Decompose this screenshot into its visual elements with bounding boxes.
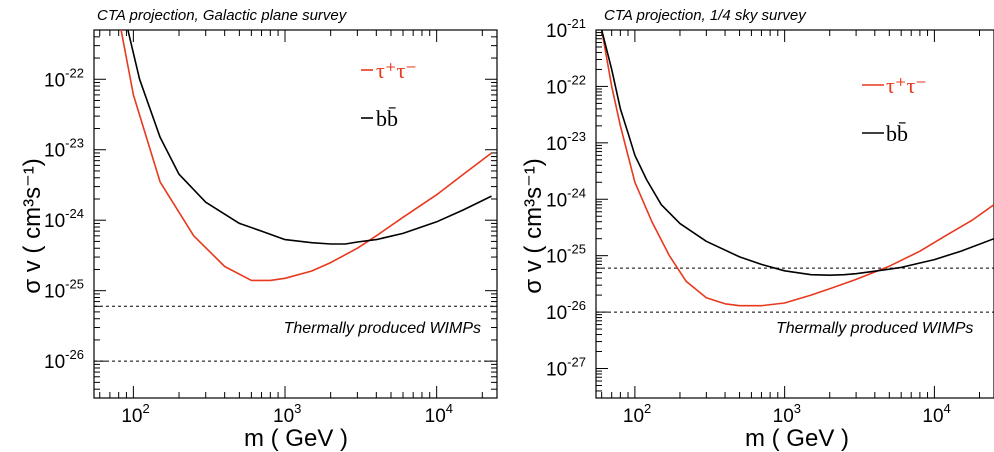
x-tick-label: 102 — [121, 401, 149, 427]
y-tick-exponent: -21 — [567, 16, 586, 31]
chart-panel-1: CTA projection, Galactic plane survey102… — [19, 7, 498, 452]
y-axis-label: σ v ( cm³s⁻¹) — [520, 158, 547, 293]
y-tick-mantissa: 10 — [546, 190, 567, 211]
y-tick-exponent: -24 — [567, 185, 586, 200]
y-tick-label: 10-25 — [44, 277, 84, 303]
y-tick-exponent: -23 — [65, 136, 84, 151]
series-line-bb — [600, 30, 994, 276]
series-line-tau — [120, 30, 492, 282]
x-tick-label: 102 — [623, 401, 651, 427]
y-tick-label: 10-27 — [546, 355, 586, 381]
y-tick-mantissa: 10 — [546, 303, 567, 324]
y-tick-exponent: -22 — [65, 65, 84, 80]
y-tick-exponent: -25 — [567, 242, 586, 257]
y-tick-mantissa: 10 — [44, 141, 65, 162]
y-tick-label: 10-23 — [44, 136, 84, 162]
y-tick-label: 10-24 — [44, 206, 84, 232]
y-tick-label: 10-25 — [546, 242, 586, 268]
annotation-text: Thermally produced WIMPs — [776, 320, 973, 337]
x-tick-label: 104 — [922, 401, 950, 427]
y-tick-mantissa: 10 — [44, 70, 65, 91]
legend-label: τ⁺τ⁻ — [886, 73, 927, 98]
y-tick-exponent: -26 — [567, 298, 586, 313]
legend-label: τ⁺τ⁻ — [376, 58, 417, 83]
x-tick-exponent: 4 — [446, 401, 453, 416]
x-tick-mantissa: 10 — [623, 406, 644, 427]
y-tick-exponent: -24 — [65, 206, 84, 221]
x-tick-label: 103 — [773, 401, 801, 427]
x-tick-mantissa: 10 — [773, 406, 794, 427]
y-tick-mantissa: 10 — [546, 77, 567, 98]
x-tick-exponent: 2 — [644, 401, 651, 416]
y-tick-mantissa: 10 — [546, 247, 567, 268]
y-tick-exponent: -27 — [567, 355, 586, 370]
y-tick-label: 10-21 — [546, 16, 586, 42]
x-tick-label: 104 — [425, 401, 453, 427]
y-tick-mantissa: 10 — [546, 134, 567, 155]
x-axis-label: m ( GeV ) — [244, 425, 348, 452]
legend-label: bb̄ — [886, 121, 908, 146]
y-tick-label: 10-26 — [44, 347, 84, 373]
series-group — [600, 30, 994, 307]
y-tick-label: 10-26 — [546, 298, 586, 324]
y-tick-label: 10-22 — [546, 72, 586, 98]
x-tick-mantissa: 10 — [425, 406, 446, 427]
chart-title: CTA projection, Galactic plane survey — [97, 7, 348, 24]
x-tick-mantissa: 10 — [273, 406, 294, 427]
x-tick-exponent: 3 — [294, 401, 301, 416]
y-tick-exponent: -25 — [65, 277, 84, 292]
y-tick-exponent: -26 — [65, 347, 84, 362]
annotation-text: Thermally produced WIMPs — [284, 320, 481, 337]
x-tick-exponent: 2 — [143, 401, 150, 416]
plot-frame — [595, 29, 994, 399]
y-tick-mantissa: 10 — [546, 360, 567, 381]
x-tick-exponent: 3 — [794, 401, 801, 416]
x-axis-label: m ( GeV ) — [745, 425, 849, 452]
x-tick-label: 103 — [273, 401, 301, 427]
y-tick-mantissa: 10 — [44, 211, 65, 232]
legend-label: bb̄ — [376, 106, 398, 131]
plot-frame — [93, 29, 498, 399]
series-group — [120, 30, 492, 282]
chart-title: CTA projection, 1/4 sky survey — [604, 7, 807, 24]
y-axis-label: σ v ( cm³s⁻¹) — [19, 158, 46, 293]
x-tick-exponent: 4 — [944, 401, 951, 416]
y-tick-label: 10-22 — [44, 65, 84, 91]
y-tick-label: 10-24 — [546, 185, 586, 211]
y-tick-label: 10-23 — [546, 129, 586, 155]
y-tick-mantissa: 10 — [44, 352, 65, 373]
series-line-tau — [600, 30, 994, 307]
y-tick-mantissa: 10 — [546, 21, 567, 42]
x-tick-mantissa: 10 — [922, 406, 943, 427]
y-tick-exponent: -22 — [567, 72, 586, 87]
y-tick-exponent: -23 — [567, 129, 586, 144]
series-line-bb — [127, 30, 492, 245]
y-tick-mantissa: 10 — [44, 282, 65, 303]
x-tick-mantissa: 10 — [121, 406, 142, 427]
